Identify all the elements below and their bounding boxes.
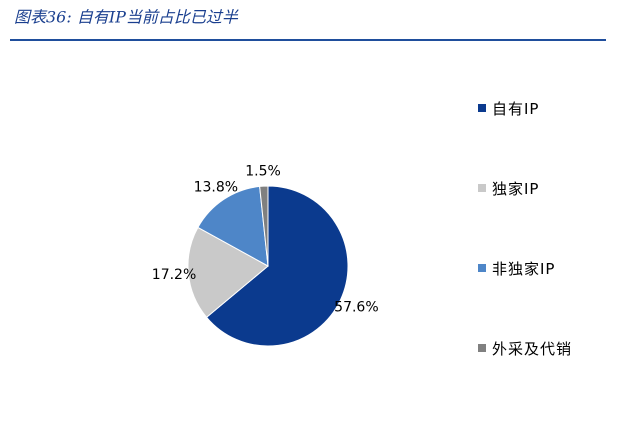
legend: 自有IP 独家IP 非独家IP 外采及代销 xyxy=(478,98,588,418)
legend-swatch xyxy=(478,264,486,272)
legend-swatch xyxy=(478,184,486,192)
data-label: 57.6% xyxy=(334,299,378,315)
legend-item: 独家IP xyxy=(478,178,588,258)
data-label: 13.8% xyxy=(194,179,238,195)
legend-item: 自有IP xyxy=(478,98,588,178)
pie-slice xyxy=(259,185,269,267)
legend-swatch xyxy=(478,104,486,112)
data-label: 17.2% xyxy=(152,267,196,283)
chart-title: 图表36: 自有IP当前占比已过半 xyxy=(14,8,239,27)
pie-slice xyxy=(205,185,349,347)
data-label: 1.5% xyxy=(245,164,281,180)
legend-label: 独家IP xyxy=(492,180,540,198)
pie-slice xyxy=(187,226,269,318)
legend-item: 外采及代销 xyxy=(478,338,588,418)
legend-swatch xyxy=(478,344,486,352)
pie-slice xyxy=(197,185,269,267)
legend-item: 非独家IP xyxy=(478,258,588,338)
legend-label: 自有IP xyxy=(492,100,540,118)
legend-label: 非独家IP xyxy=(492,260,556,278)
legend-label: 外采及代销 xyxy=(492,340,573,358)
